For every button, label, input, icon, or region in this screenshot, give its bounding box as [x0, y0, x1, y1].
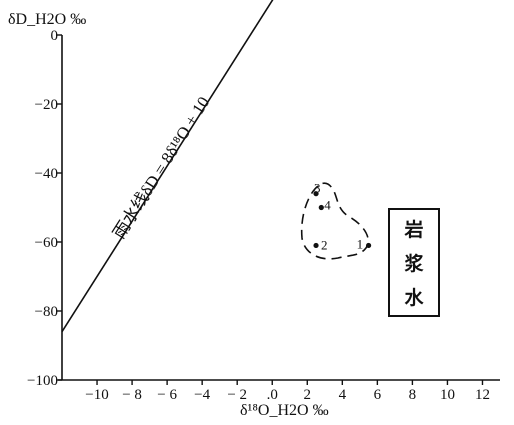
y-tick-label: −80: [35, 304, 58, 320]
y-axis-title: δD_H2O ‰: [8, 11, 86, 28]
x-tick-label: − 8: [122, 387, 142, 403]
data-point: [318, 204, 324, 211]
x-tick-label: − 6: [157, 387, 177, 403]
y-tick-label: −100: [27, 373, 58, 389]
x-tick-label: −4: [194, 387, 210, 403]
x-ticks: −10 − 8 − 6 −4 − 2 .0 2 4 6 8 10 12: [85, 380, 490, 403]
x-tick-label: 12: [475, 387, 490, 403]
y-tick-label: −60: [35, 235, 58, 251]
x-tick-label: 2: [304, 387, 312, 403]
y-tick-label: −40: [35, 166, 58, 182]
x-tick-label: 6: [374, 387, 382, 403]
y-tick-label: −20: [35, 97, 58, 113]
meteoric-water-line: [61, 0, 274, 333]
data-point-label: 1: [357, 236, 364, 251]
magmatic-water-frame: [388, 208, 440, 317]
x-tick-label: − 2: [227, 387, 247, 403]
x-tick-label: .0: [267, 387, 278, 403]
y-tick-label: 0: [51, 28, 59, 44]
data-points: 1 2 34: [313, 181, 372, 252]
data-point: [366, 242, 372, 249]
magmatic-water-char: 水: [404, 287, 424, 309]
data-point-label: 4: [324, 198, 331, 213]
x-tick-label: 4: [339, 387, 347, 403]
data-point-label: 3: [314, 181, 321, 196]
magmatic-water-char: 岩: [403, 218, 423, 241]
x-axis-title: δ¹⁸O_H2O ‰: [240, 402, 329, 419]
y-ticks: 0 −20 −40 −60 −80 −100: [27, 28, 62, 389]
data-point-label: 2: [321, 237, 328, 252]
data-point: [313, 242, 319, 249]
x-tick-label: −10: [85, 387, 108, 403]
x-tick-label: 8: [409, 387, 417, 403]
sample-cluster-outline: [300, 182, 370, 260]
magmatic-water-label: 岩浆水: [403, 218, 424, 309]
x-tick-label: 10: [440, 387, 455, 403]
meteoric-water-line-label: 雨水线δD = 8δ¹⁸O + 10: [109, 93, 213, 242]
magmatic-water-char: 浆: [404, 252, 424, 275]
magmatic-water-box: 岩浆水: [388, 208, 440, 317]
data-point: [313, 191, 319, 197]
